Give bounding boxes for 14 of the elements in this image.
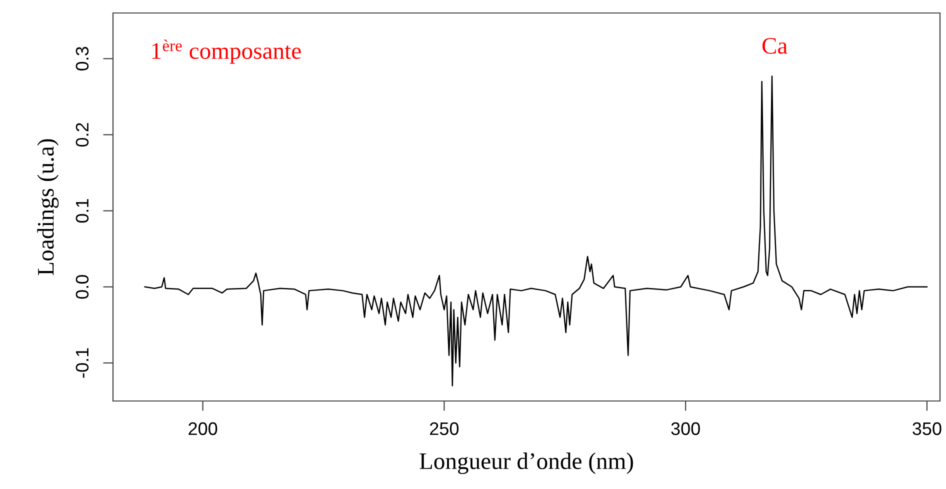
- line-series: [144, 76, 928, 386]
- y-tick-label: 0.2: [76, 123, 89, 147]
- y-tick-label: -0.1: [76, 348, 89, 378]
- x-axis-title: Longueur d’onde (nm): [420, 452, 633, 474]
- y-axis-title: Loadings (u.a): [37, 139, 59, 276]
- y-tick-label: 0.0: [76, 275, 89, 299]
- x-tick-label: 250: [430, 422, 459, 436]
- y-tick-label: 0.3: [76, 46, 89, 70]
- x-tick-label: 200: [188, 422, 218, 436]
- y-tick-label: 0.1: [76, 199, 89, 223]
- x-tick-label: 300: [671, 422, 700, 436]
- x-tick-label: 350: [912, 422, 942, 436]
- annotation: 1$^{ère}$ composante: [152, 40, 301, 64]
- annotation: Ca: [762, 38, 788, 54]
